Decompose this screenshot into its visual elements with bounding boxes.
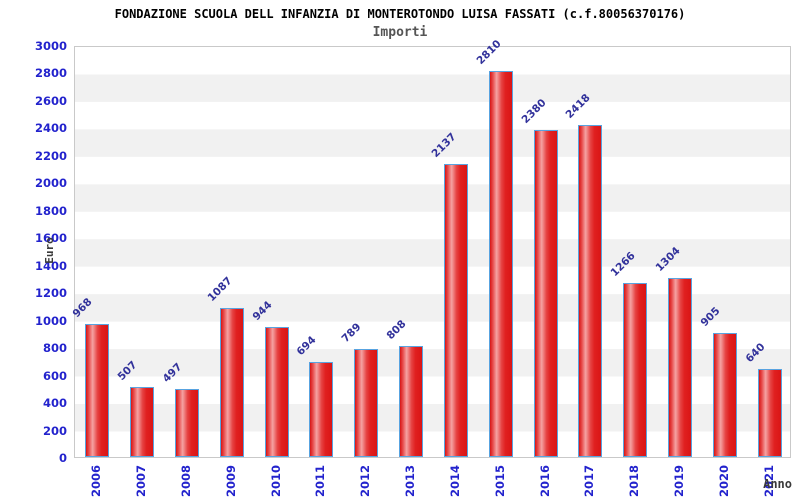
bar-value-label: 808	[384, 318, 409, 343]
x-tick-label-text: 2011	[313, 464, 328, 498]
bar	[443, 163, 468, 457]
bar-value-label: 640	[743, 341, 768, 366]
x-tick-label-text: 2006	[89, 464, 104, 498]
x-tick-label: 2011	[305, 463, 335, 499]
y-tick-label: 800	[42, 341, 67, 356]
bar-value-label: 507	[115, 359, 140, 384]
x-tick-label-text: 2007	[134, 464, 149, 498]
x-tick-label-text: 2009	[223, 464, 238, 498]
y-tick-label: 1400	[34, 258, 67, 273]
bar-value-label: 2810	[474, 37, 504, 68]
bar	[533, 130, 558, 457]
bar	[488, 71, 513, 457]
x-tick-label-text: 2012	[358, 464, 373, 498]
x-tick-label: 2006	[81, 463, 111, 499]
x-tick-label: 2012	[350, 463, 380, 499]
y-axis-title: Euro	[36, 232, 62, 268]
x-tick-label-text: 2010	[268, 464, 283, 498]
bar	[578, 124, 603, 457]
x-tick-label: 2013	[395, 463, 425, 499]
bar	[623, 283, 648, 457]
bar	[309, 361, 334, 457]
x-tick-label-text: 2015	[492, 464, 507, 498]
x-tick-label: 2008	[171, 463, 201, 499]
bar	[399, 346, 424, 457]
x-axis-title: Anno	[763, 477, 792, 491]
bar-value-label: 2418	[563, 91, 594, 121]
bar-value-label: 968	[70, 296, 95, 321]
bar-value-label: 1304	[653, 244, 683, 274]
bar-value-label: 944	[250, 299, 275, 324]
y-tick-label: 3000	[34, 39, 67, 53]
bar	[264, 327, 289, 457]
bar-value-label: 2380	[519, 96, 549, 127]
x-tick-label: 2017	[574, 463, 604, 499]
x-tick-label: 2015	[485, 463, 515, 499]
bar-value-label: 1087	[205, 274, 235, 304]
x-tick-label-text: 2016	[537, 464, 552, 498]
y-tick-label: 2000	[34, 176, 67, 191]
bar-value-label: 905	[698, 304, 723, 329]
bar-value-label: 789	[339, 320, 364, 345]
y-axis-title-text: Euro	[42, 236, 56, 264]
bar-value-label: 2137	[429, 130, 459, 160]
bar	[175, 388, 200, 457]
bar	[667, 277, 692, 457]
x-tick-label: 2020	[709, 463, 739, 499]
x-tick-label-text: 2020	[716, 464, 731, 498]
y-tick-label: 1600	[34, 231, 67, 246]
plot-area: 968 507 497 1087 944 694 789 808 2137 2810 2380 241…	[70, 38, 791, 458]
bar	[130, 387, 155, 457]
y-tick-label: 600	[42, 368, 67, 383]
y-tick-label: 1800	[34, 203, 67, 218]
x-tick-label-text: 2008	[179, 464, 194, 498]
x-tick-label-text: 2017	[582, 464, 597, 498]
bar	[219, 307, 244, 457]
y-tick-label: 2200	[34, 148, 67, 163]
x-tick-label: 2007	[126, 463, 156, 499]
x-tick-label: 2018	[619, 463, 649, 499]
bar	[757, 369, 782, 457]
chart-title: FONDAZIONE SCUOLA DELL INFANZIA DI MONTE…	[114, 7, 686, 21]
y-tick-label: 1000	[34, 313, 67, 328]
y-tick-label: 400	[42, 396, 67, 411]
y-tick-label: 200	[42, 423, 67, 438]
x-tick-label-text: 2014	[447, 464, 462, 498]
x-tick-label: 2016	[530, 463, 560, 499]
bar-value-label: 1266	[608, 249, 638, 280]
bar-value-label: 694	[294, 333, 319, 358]
y-tick-label: 2600	[34, 93, 67, 108]
bar	[85, 324, 110, 457]
chart-subtitle: Importi	[372, 25, 428, 40]
y-tick-label: 2400	[34, 121, 67, 136]
x-tick-label-text: 2018	[627, 464, 642, 498]
x-tick-label: 2019	[664, 463, 694, 499]
bar	[712, 332, 737, 457]
x-tick-label: 2010	[261, 463, 291, 499]
x-tick-label-text: 2019	[671, 464, 686, 498]
y-tick-label: 2800	[34, 66, 67, 81]
bar	[354, 348, 379, 457]
x-tick-label-text: 2013	[403, 464, 418, 498]
x-tick-label: 2014	[440, 463, 470, 499]
y-tick-label: 1200	[34, 286, 67, 301]
x-tick-label: 2009	[216, 463, 246, 499]
bar-value-label: 497	[160, 360, 185, 385]
y-tick-label: 0	[58, 451, 67, 465]
